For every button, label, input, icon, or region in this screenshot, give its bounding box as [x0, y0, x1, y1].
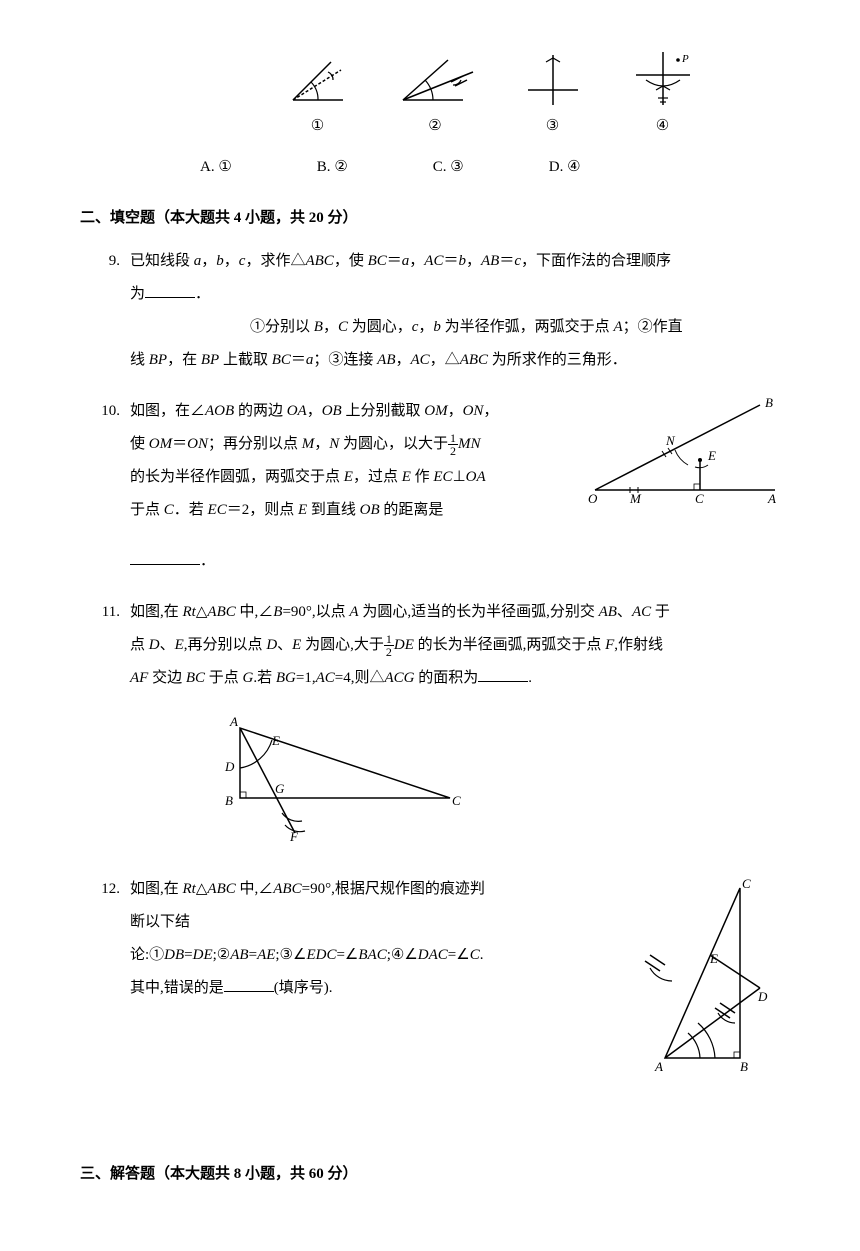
choice-figure-2: ② — [393, 50, 478, 143]
svg-text:G: G — [275, 781, 285, 796]
svg-text:B: B — [765, 395, 773, 410]
svg-text:F: F — [289, 829, 299, 843]
svg-text:D: D — [757, 989, 768, 1004]
blank-input[interactable] — [478, 666, 528, 682]
choice-figure-1: ① — [283, 50, 353, 143]
choice-figure-3: ③ — [518, 50, 588, 143]
svg-text:O: O — [588, 491, 598, 505]
question-11-body: 如图,在 Rt△ABC 中,∠B=90°,以点 A 为圆心,适当的长为半径画弧,… — [130, 596, 780, 695]
question-9-body: 已知线段 a，b，c，求作△ABC，使 BC＝a，AC＝b，AB＝c，下面作法的… — [130, 245, 780, 377]
question-12-body: 如图,在 Rt△ABC 中,∠ABC=90°,根据尺规作图的痕迹判 断以下结 论… — [130, 873, 780, 1086]
question-10: 10. 如图，在∠AOB 的两边 OA，OB 上分别截取 OM，ON， 使 OM… — [80, 395, 780, 527]
perpendicular-bisector-construction-icon — [518, 50, 588, 110]
blank-input[interactable] — [130, 549, 200, 565]
perpendicular-from-point-construction-icon: P — [628, 50, 698, 110]
svg-text:E: E — [707, 448, 716, 463]
question-11: 11. 如图,在 Rt△ABC 中,∠B=90°,以点 A 为圆心,适当的长为半… — [80, 596, 780, 695]
q12-figure: C E D A B — [610, 873, 780, 1086]
choice-figures-row: ① ② ③ P ④ — [200, 50, 780, 143]
svg-text:B: B — [225, 793, 233, 808]
options-row: A. ① B. ② C. ③ D. ④ — [200, 151, 780, 184]
angle-bisector-construction-1-icon — [283, 50, 353, 110]
question-number-10: 10. — [80, 395, 130, 527]
question-number-12: 12. — [80, 873, 130, 1086]
option-c: C. ③ — [433, 151, 464, 184]
q10-figure: B N E O M C A — [580, 395, 780, 527]
section-3-heading: 三、解答题（本大题共 8 小题，共 60 分） — [80, 1158, 780, 1191]
angle-bisector-construction-2-icon — [393, 50, 478, 110]
question-9: 9. 已知线段 a，b，c，求作△ABC，使 BC＝a，AC＝b，AB＝c，下面… — [80, 245, 780, 377]
option-d: D. ④ — [549, 151, 581, 184]
svg-text:E: E — [709, 951, 718, 966]
svg-text:C: C — [452, 793, 461, 808]
svg-text:N: N — [665, 433, 676, 448]
question-12: 12. 如图,在 Rt△ABC 中,∠ABC=90°,根据尺规作图的痕迹判 断以… — [80, 873, 780, 1086]
option-b: B. ② — [317, 151, 348, 184]
figure-label-2: ② — [428, 110, 441, 143]
svg-text:A: A — [654, 1059, 663, 1073]
svg-text:E: E — [271, 733, 280, 748]
svg-text:P: P — [681, 53, 689, 65]
question-number-11: 11. — [80, 596, 130, 695]
section-2-heading: 二、填空题（本大题共 4 小题，共 20 分） — [80, 202, 780, 235]
figure-label-3: ③ — [546, 110, 559, 143]
svg-text:B: B — [740, 1059, 748, 1073]
svg-text:C: C — [695, 491, 704, 505]
question-number-9: 9. — [80, 245, 130, 377]
option-a: A. ① — [200, 151, 232, 184]
svg-text:C: C — [742, 876, 751, 891]
figure-label-1: ① — [311, 110, 324, 143]
svg-text:M: M — [629, 491, 642, 505]
blank-input[interactable] — [145, 282, 195, 298]
svg-text:D: D — [224, 759, 235, 774]
svg-text:A: A — [229, 714, 238, 729]
svg-text:A: A — [767, 491, 776, 505]
question-10-body: 如图，在∠AOB 的两边 OA，OB 上分别截取 OM，ON， 使 OM＝ON；… — [130, 395, 780, 527]
q11-figure: A E D B G F C — [200, 713, 780, 843]
choice-figure-4: P ④ — [628, 50, 698, 143]
figure-label-4: ④ — [656, 110, 669, 143]
blank-input[interactable] — [224, 976, 274, 992]
